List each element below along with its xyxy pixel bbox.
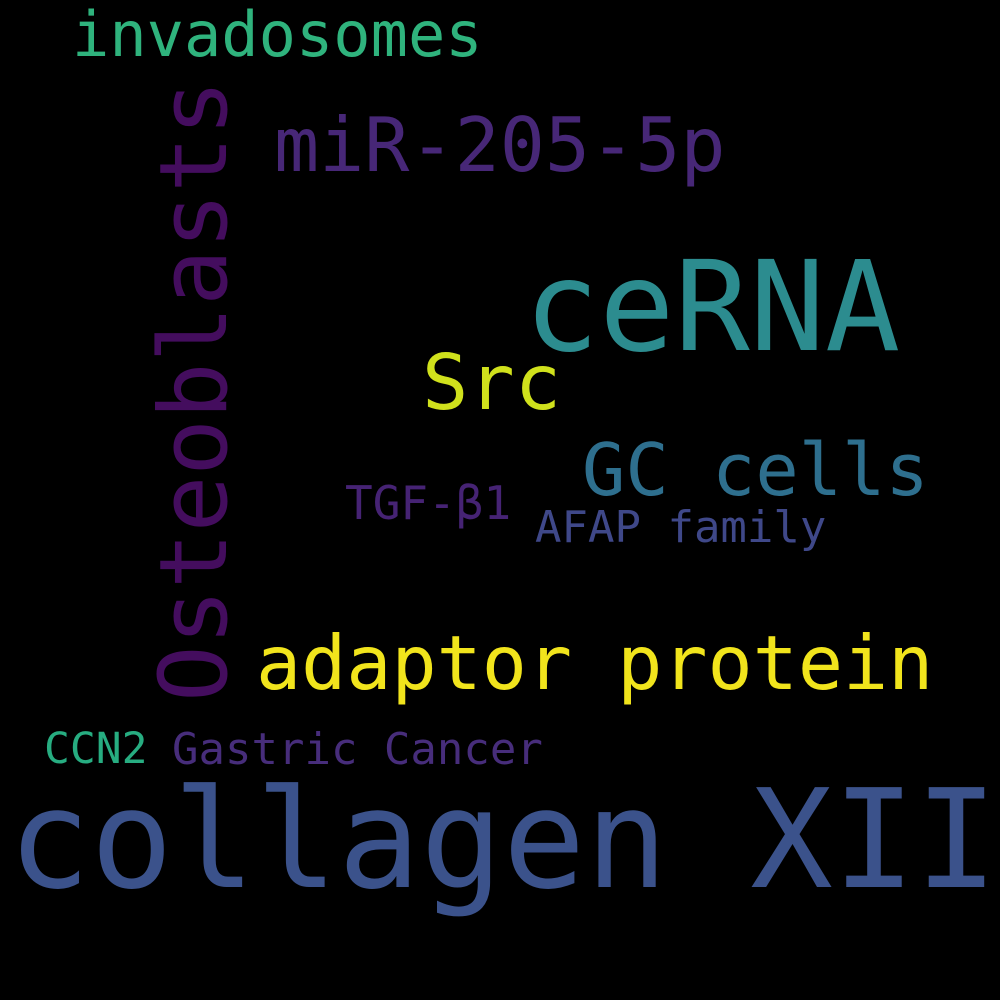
word-adaptor-protein: adaptor protein [256,619,934,707]
word-gastric-cancer: Gastric Cancer [172,724,543,775]
word-ccn2: CCN2 [44,724,148,774]
word-invadosomes: invadosomes [72,0,483,71]
word-gc-cells: GC cells [582,428,929,512]
word-src: Src [422,339,562,428]
word-mir-205-5p: miR-205-5p [274,101,726,189]
word-osteoblasts: Osteoblasts [140,79,249,702]
word-afap-family: AFAP family [535,502,827,553]
word-tgf-beta1: TGF-β1 [345,476,512,530]
word-cerna: ceRNA [524,235,901,380]
word-collagen-xiia: collagen XIIa [8,761,1000,920]
